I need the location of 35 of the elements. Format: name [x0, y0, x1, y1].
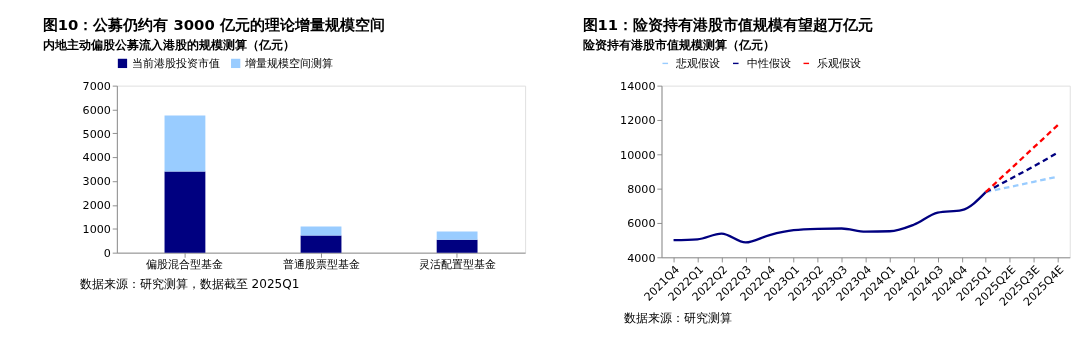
bar: [436, 231, 478, 240]
bar: [300, 226, 342, 236]
y-tick-label: 12000: [620, 114, 656, 128]
legend-label: 乐观假设: [817, 57, 862, 71]
y-tick-label: 2000: [82, 199, 111, 213]
x-tick-label: 普通股票型基金: [282, 257, 360, 271]
y-tick-label: 1000: [82, 223, 111, 236]
legend-label: 当前港股投资市值: [131, 57, 220, 71]
y-tick-label: 7000: [82, 79, 111, 93]
legend-label: 增量规模空间测算: [243, 57, 333, 71]
y-tick-label: 6000: [82, 103, 111, 117]
legend-label: 中性假设: [746, 57, 791, 71]
y-tick-label: 10000: [620, 148, 656, 162]
chart-title: 图11：险资持有港股市值规模有望超万亿元: [582, 16, 874, 34]
x-tick-label: 灵活配置型基金: [418, 257, 496, 271]
source-note: 数据来源：研究测算: [624, 311, 733, 326]
y-tick-label: 0: [103, 246, 111, 260]
bar: [164, 115, 206, 172]
chart-title: 图10：公募仍约有 3000 亿元的理论增量规模空间: [42, 16, 385, 34]
y-tick-label: 3000: [82, 175, 111, 189]
y-tick-label: 4000: [627, 251, 656, 265]
chart-subtitle: 内地主动偏股公募流入港股的规模测算（亿元）: [42, 38, 295, 53]
chart-subtitle: 险资持有港股市值规模测算（亿元）: [582, 38, 775, 53]
legend-label: 悲观假设: [675, 57, 721, 71]
y-tick-label: 14000: [620, 79, 656, 93]
source-note: 数据来源：研究测算，数据截至 2025Q1: [79, 276, 300, 291]
bar: [300, 235, 342, 253]
line-series: [984, 123, 1059, 194]
y-tick-label: 6000: [627, 217, 656, 231]
x-tick-label: 偏股混合型基金: [146, 257, 224, 271]
bar: [436, 239, 478, 253]
y-tick-label: 4000: [82, 151, 111, 165]
y-tick-label: 5000: [82, 127, 111, 141]
bar: [164, 171, 206, 253]
y-tick-label: 8000: [627, 182, 656, 196]
